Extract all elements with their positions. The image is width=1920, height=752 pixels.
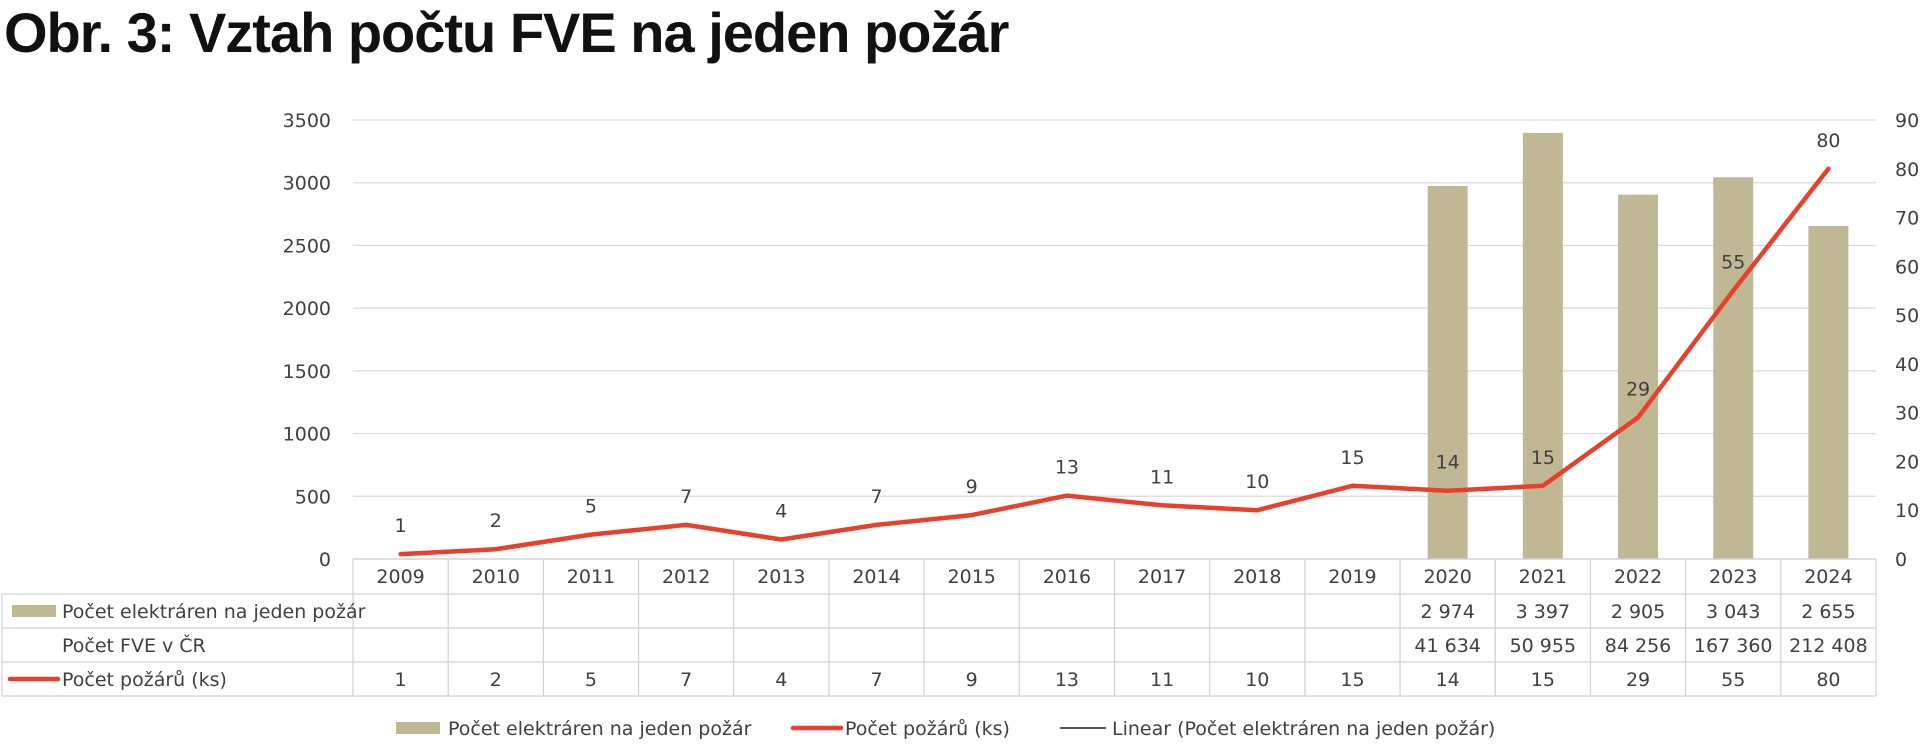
line-layer (398, 166, 1831, 557)
data-label-2011: 5 (585, 496, 597, 518)
table-cell: 2 655 (1801, 601, 1855, 623)
data-label-2021: 15 (1531, 447, 1555, 469)
y-tick-label: 2500 (283, 235, 331, 257)
x-tick-label: 2023 (1709, 566, 1757, 588)
table-cell: 84 256 (1605, 635, 1671, 657)
x-tick-label: 2009 (376, 566, 424, 588)
y-tick-label: 3500 (283, 110, 331, 132)
x-tick-label: 2013 (757, 566, 805, 588)
table-cell: 15 (1340, 669, 1364, 691)
y2-tick-label: 10 (1895, 500, 1919, 522)
table-cell: 29 (1626, 669, 1650, 691)
table-cell: 50 955 (1510, 635, 1576, 657)
bars-layer (1427, 132, 1849, 560)
x-tick-label: 2022 (1614, 566, 1662, 588)
data-table: 2009 2010 2011 2012 2013 2014 2015 2016 2017 2018… (1, 558, 1877, 697)
data-label-2018: 10 (1245, 471, 1269, 493)
y2-tick-label: 70 (1895, 208, 1919, 230)
data-label-2012: 7 (680, 486, 692, 508)
y-tick-label: 2000 (283, 298, 331, 320)
bar-2021 (1522, 132, 1563, 560)
x-tick-label: 2024 (1804, 566, 1852, 588)
y2-tick-label: 20 (1895, 451, 1919, 473)
data-label-2020: 14 (1436, 452, 1460, 474)
legend-label: Linear (Počet elektráren na jeden požár) (1112, 718, 1495, 740)
legend-key-bar (396, 722, 440, 734)
y-tick-label: 1500 (283, 361, 331, 383)
table-cell: 7 (870, 669, 882, 691)
data-label-2023: 55 (1721, 252, 1745, 274)
table-cell: 7 (680, 669, 692, 691)
y2-tick-label: 40 (1895, 354, 1919, 376)
y-tick-label: 500 (295, 486, 331, 508)
table-cell: 10 (1245, 669, 1269, 691)
data-label-2010: 2 (490, 510, 502, 532)
bar-2022 (1618, 194, 1659, 559)
row-header: Počet elektráren na jeden požár (62, 601, 366, 623)
bar-2024 (1808, 225, 1849, 560)
x-tick-label: 2015 (948, 566, 996, 588)
x-tick-label: 2011 (567, 566, 615, 588)
row-header: Počet požárů (ks) (62, 669, 227, 691)
x-tick-label: 2017 (1138, 566, 1186, 588)
chart-title: Obr. 3: Vztah počtu FVE na jeden požár (4, 1, 1009, 64)
x-tick-label: 2020 (1423, 566, 1471, 588)
y2-tick-label: 90 (1895, 110, 1919, 132)
x-tick-label: 2019 (1328, 566, 1376, 588)
table-cell: 80 (1816, 669, 1840, 691)
table-cell: 3 043 (1706, 601, 1760, 623)
table-cell: 3 397 (1516, 601, 1570, 623)
x-tick-label: 2014 (852, 566, 900, 588)
y2-tick-label: 50 (1895, 305, 1919, 327)
bar-2023 (1713, 177, 1754, 559)
y-axis-right: 0 10 20 30 40 50 60 70 80 90 (1895, 110, 1919, 571)
data-label-2019: 15 (1340, 447, 1364, 469)
data-label-2017: 11 (1150, 466, 1174, 488)
table-cell: 9 (966, 669, 978, 691)
y-axis-left: 0 500 1000 1500 2000 2500 3000 3500 (283, 110, 331, 571)
y-tick-label: 0 (319, 549, 331, 571)
data-labels-layer: 1 2 5 7 4 7 9 13 11 10 15 14 15 29 55 80 (395, 130, 1841, 537)
x-tick-label: 2018 (1233, 566, 1281, 588)
data-label-2013: 4 (775, 500, 787, 522)
x-tick-label: 2010 (472, 566, 520, 588)
data-label-2009: 1 (395, 515, 407, 537)
table-cell: 41 634 (1414, 635, 1480, 657)
legend-label: Počet elektráren na jeden požár (448, 718, 752, 740)
x-tick-label: 2016 (1043, 566, 1091, 588)
legend: Počet elektráren na jeden požár Počet pož… (396, 718, 1495, 740)
table-cell: 11 (1150, 669, 1174, 691)
table-cell: 55 (1721, 669, 1745, 691)
table-cell: 2 974 (1420, 601, 1474, 623)
table-cell: 15 (1531, 669, 1555, 691)
y2-tick-label: 30 (1895, 403, 1919, 425)
row-header: Počet FVE v ČR (62, 633, 206, 657)
data-label-2015: 9 (966, 476, 978, 498)
table-cell: 167 360 (1694, 635, 1773, 657)
y-tick-label: 1000 (283, 424, 331, 446)
fires-line (398, 166, 1831, 557)
table-cell: 2 905 (1611, 601, 1665, 623)
table-cell: 5 (585, 669, 597, 691)
y2-tick-label: 0 (1895, 549, 1907, 571)
table-cell: 13 (1055, 669, 1079, 691)
data-label-2016: 13 (1055, 457, 1079, 479)
table-cell: 212 408 (1789, 635, 1868, 657)
data-label-2024: 80 (1816, 130, 1840, 152)
y-tick-label: 3000 (283, 173, 331, 195)
table-cell: 1 (395, 669, 407, 691)
legend-label: Počet požárů (ks) (845, 718, 1010, 740)
table-cell: 14 (1436, 669, 1460, 691)
bar-2020 (1427, 185, 1468, 559)
table-cell: 2 (490, 669, 502, 691)
data-label-2014: 7 (870, 486, 882, 508)
x-tick-label: 2021 (1519, 566, 1567, 588)
y2-tick-label: 80 (1895, 159, 1919, 181)
x-tick-label: 2012 (662, 566, 710, 588)
table-cell: 4 (775, 669, 787, 691)
row-key-bar (12, 605, 56, 617)
data-label-2022: 29 (1626, 379, 1650, 401)
y2-tick-label: 60 (1895, 256, 1919, 278)
